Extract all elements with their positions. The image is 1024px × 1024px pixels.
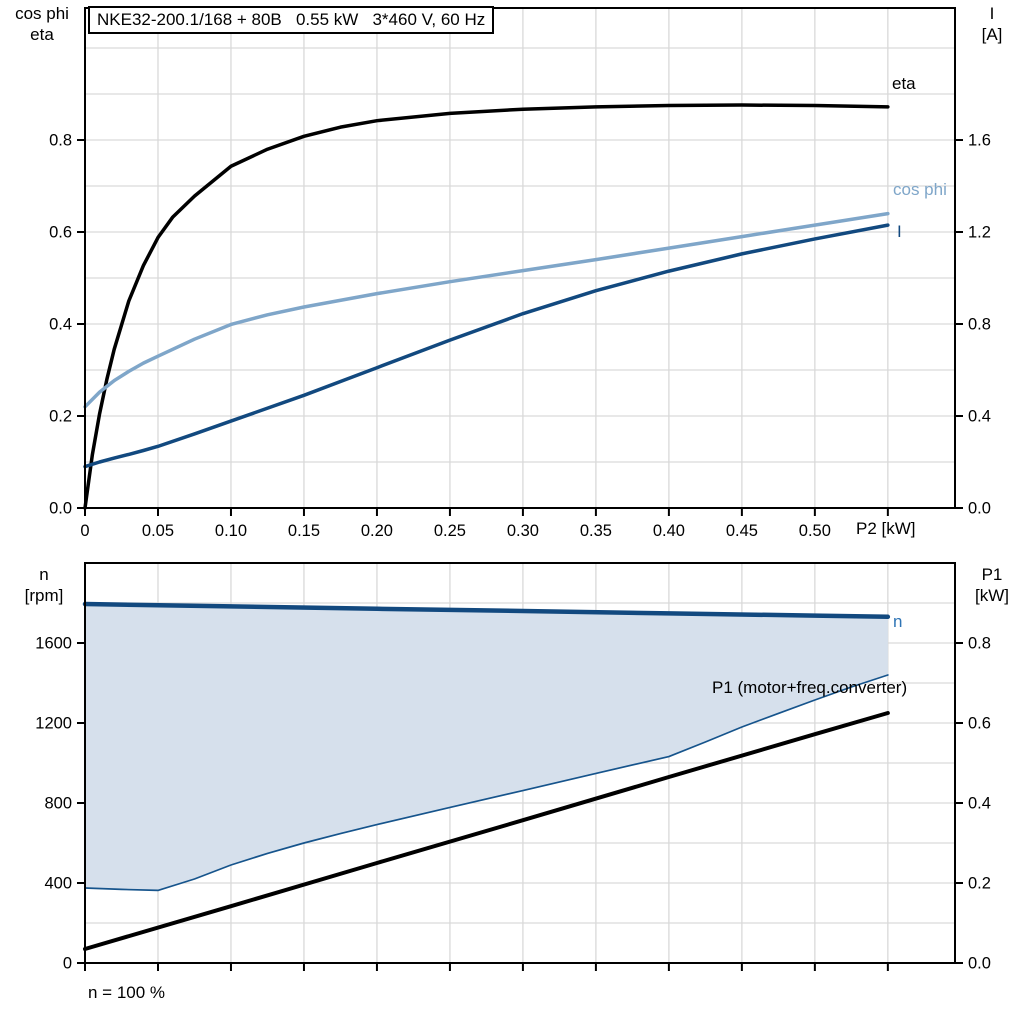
tick-label: 0.20 [361, 522, 393, 540]
curve-eta [83, 103, 890, 510]
bottom-right-axis-label: P1 [kW] [964, 564, 1020, 606]
tick-label: 0.4 [968, 408, 991, 426]
current-curve-label: I [897, 222, 902, 241]
top-left-axis-label: cos phi eta [4, 3, 80, 45]
gridlines [85, 8, 955, 508]
speed-power-panel: 0 400 800 1200 1600 0.0 0.2 0.4 0.6 0.8 [35, 562, 991, 973]
tick-label: 0.50 [799, 522, 831, 540]
curve-p1-motor-freq-converter- [83, 711, 890, 951]
curve-i [83, 223, 890, 469]
speed-percentage-note: n = 100 % [88, 983, 166, 1002]
p1-unit-label: [kW] [975, 586, 1009, 605]
tick-label: 0.4 [968, 795, 991, 813]
tick-label: 1600 [35, 635, 72, 653]
tick-label: 400 [44, 875, 72, 893]
axis-ticks: 0.0 0.2 0.4 0.6 0.8 0.0 0.4 0.8 1.2 1.6 0 0.05 0.10 0… [49, 132, 991, 540]
tick-label: 0.6 [49, 224, 72, 242]
tick-label: 0.8 [968, 635, 991, 653]
top-right-axis-label: I [A] [964, 3, 1020, 45]
tick-label: 0 [63, 955, 72, 973]
tick-label: 0.05 [142, 522, 174, 540]
tick-label: 800 [44, 795, 72, 813]
tick-label: 1200 [35, 715, 72, 733]
current-axis-label: I [989, 4, 995, 23]
axis-ticks: 0 400 800 1200 1600 0.0 0.2 0.4 0.6 0.8 [35, 635, 991, 973]
tick-label: 0.0 [968, 955, 991, 973]
eta-axis-label: eta [30, 25, 54, 44]
x-axis-label: P2 [kW] [856, 519, 916, 538]
plot-frame [84, 7, 956, 509]
bottom-left-axis-label: n [rpm] [8, 564, 80, 606]
chart-title: NKE32-200.1/168 + 80B 0.55 kW 3*460 V, 6… [88, 6, 495, 34]
tick-label: 0.2 [968, 875, 991, 893]
curve-n [82, 601, 891, 620]
tick-label: 0.40 [653, 522, 685, 540]
tick-label: 0.25 [434, 522, 466, 540]
tick-label: 0 [80, 522, 89, 540]
speed-curve-label: n [893, 612, 903, 631]
tick-label: 0.15 [288, 522, 320, 540]
p1-axis-label: P1 [981, 565, 1003, 584]
tick-label: 1.6 [968, 132, 991, 150]
tick-label: 0.6 [968, 715, 991, 733]
tick-label: 1.2 [968, 224, 991, 242]
curve-cos-phi [83, 211, 890, 409]
speed-axis-label: n [39, 565, 49, 584]
p1-curve-label: P1 (motor+freq.converter) [712, 678, 908, 697]
tick-label: 0.45 [726, 522, 758, 540]
tick-label: 0.8 [968, 316, 991, 334]
tick-label: 0.8 [49, 132, 72, 150]
tick-label: 0.10 [215, 522, 247, 540]
plot-frame [84, 562, 956, 964]
speed-control-range [85, 604, 888, 891]
current-unit-label: [A] [981, 25, 1003, 44]
tick-label: 0.0 [968, 500, 991, 518]
speed-unit-label: [rpm] [24, 586, 64, 605]
tick-label: 0.4 [49, 316, 72, 334]
motor-curves-panel: 0.0 0.2 0.4 0.6 0.8 0.0 0.4 0.8 1.2 1.6 0 0.05 0.10 0… [49, 7, 991, 540]
tick-label: 0.2 [49, 408, 72, 426]
curve-n-min [84, 674, 889, 892]
tick-label: 0.0 [49, 500, 72, 518]
tick-label: 0.30 [507, 522, 539, 540]
cos-phi-curve-label: cos phi [893, 180, 947, 199]
cos-phi-axis-label: cos phi [15, 4, 69, 23]
tick-label: 0.35 [580, 522, 612, 540]
eta-curve-label: eta [892, 74, 916, 93]
